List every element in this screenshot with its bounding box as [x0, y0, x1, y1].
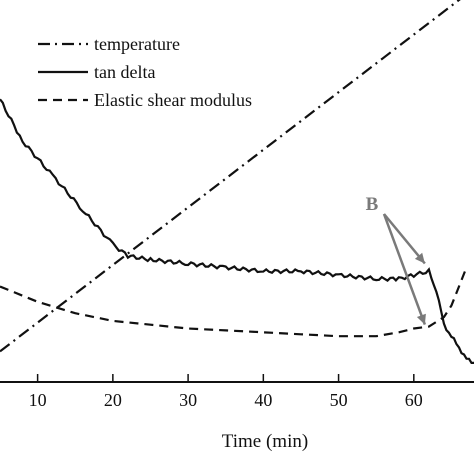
annotation-arrowhead [416, 313, 426, 325]
annotation-layer: B [366, 194, 427, 326]
legend-label: temperature [94, 34, 180, 54]
x-tick-label: 60 [405, 390, 423, 410]
annotation-label: B [366, 194, 379, 215]
legend: temperature tan delta Elastic shear modulu… [38, 34, 252, 110]
x-tick-label: 40 [254, 390, 272, 410]
annotation-arrowhead [414, 252, 425, 264]
x-tick-label: 10 [29, 390, 47, 410]
x-tick-label: 20 [104, 390, 122, 410]
x-axis: 10 20 30 40 50 60 [0, 374, 474, 410]
legend-label: Elastic shear modulus [94, 90, 252, 110]
series-line-tan-delta [0, 98, 474, 364]
series-line-elastic-shear-modulus [0, 266, 468, 338]
x-tick-label: 30 [179, 390, 197, 410]
x-axis-title: Time (min) [222, 431, 308, 452]
series-line-temperature [0, 0, 461, 353]
annotation-arrow [382, 213, 427, 326]
annotation-arrow [383, 213, 426, 265]
x-tick-label: 50 [330, 390, 348, 410]
legend-label: tan delta [94, 62, 155, 82]
series-layer [0, 0, 474, 364]
